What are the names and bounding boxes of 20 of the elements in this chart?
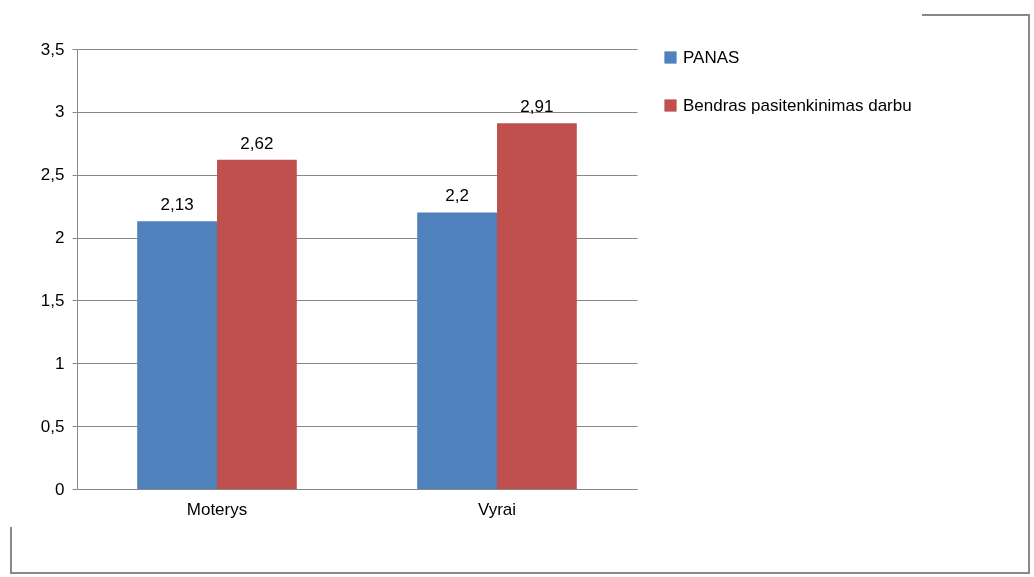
bar bbox=[417, 212, 497, 489]
x-tick-label: Vyrai bbox=[477, 499, 517, 519]
y-tick-label: 3,5 bbox=[40, 39, 65, 59]
bar bbox=[217, 159, 297, 489]
data-label: 2,91 bbox=[520, 97, 554, 117]
y-tick-label: 0,5 bbox=[40, 416, 65, 436]
y-tick-label: 1,5 bbox=[40, 290, 65, 310]
data-label: 2,62 bbox=[240, 133, 274, 153]
data-label: 2,13 bbox=[160, 195, 194, 215]
bar bbox=[137, 221, 217, 489]
x-tick-label: Moterys bbox=[186, 499, 248, 519]
y-tick-label: 0 bbox=[55, 479, 65, 499]
y-tick-label: 2,5 bbox=[40, 165, 65, 185]
bar bbox=[497, 123, 577, 489]
y-tick-label: 2 bbox=[55, 228, 65, 248]
legend-label: PANAS bbox=[683, 47, 740, 67]
y-tick-label: 1 bbox=[55, 353, 65, 373]
data-label: 2,2 bbox=[445, 186, 469, 206]
legend-label: Bendras pasitenkinimas darbu bbox=[683, 95, 912, 115]
y-tick-label: 3 bbox=[55, 102, 65, 122]
